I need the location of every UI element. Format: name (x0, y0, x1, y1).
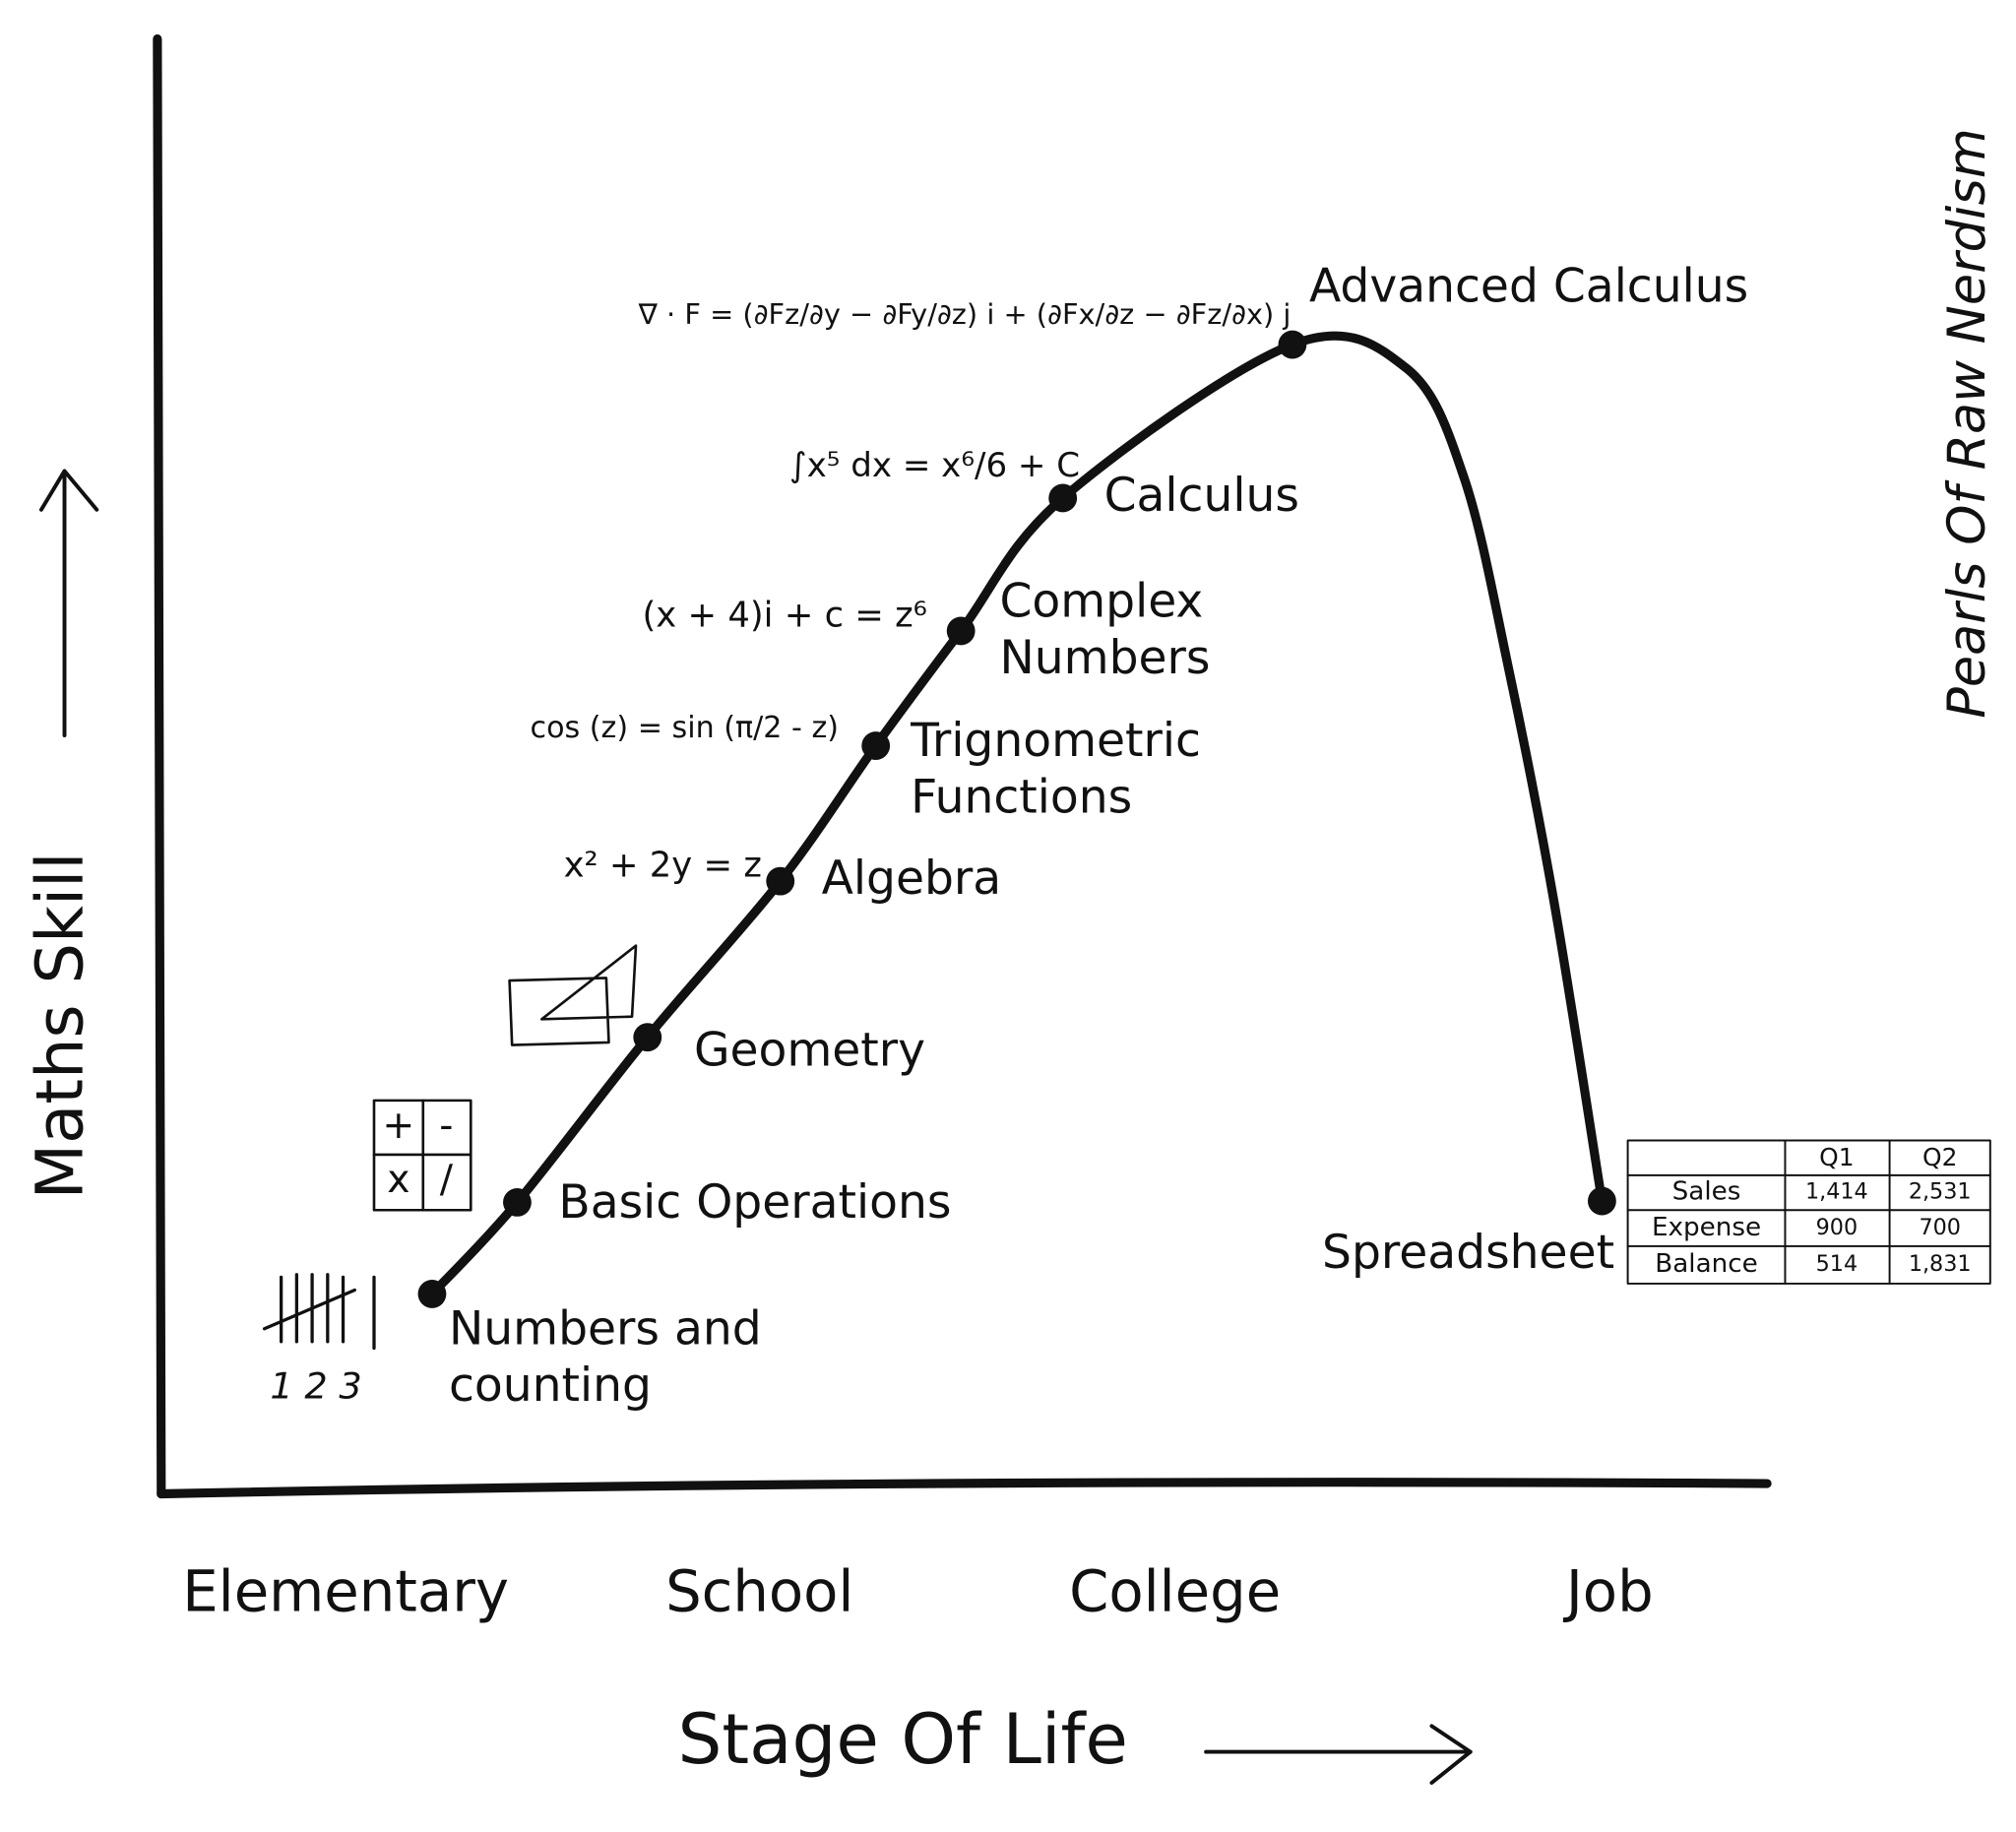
table-grid (1626, 1139, 1991, 1285)
milestone-label: Basic Operations (558, 1175, 951, 1230)
milestone-label: Complex (999, 574, 1203, 628)
table-cell: 700 (1919, 1215, 1961, 1240)
table-cell: 2,531 (1909, 1178, 1972, 1204)
milestone-dot (766, 866, 795, 896)
table-cell: 514 (1816, 1251, 1858, 1277)
formula: (x + 4)i + c = z⁶ (643, 596, 927, 636)
tally-icon (262, 1273, 376, 1351)
milestone-label: Advanced Calculus (1309, 260, 1748, 314)
table-cell: 1,414 (1805, 1178, 1868, 1204)
milestone-dot (503, 1187, 532, 1217)
stage-label: School (665, 1558, 853, 1625)
table-cell: 900 (1816, 1215, 1858, 1240)
milestone-label: Numbers and (449, 1301, 762, 1356)
milestone-dot (946, 616, 976, 646)
spreadsheet-table: Q1 Q2 Sales 1,414 2,531 Expense 900 700 Balance 5… (1626, 1139, 1991, 1285)
table-header: Q1 (1819, 1143, 1854, 1171)
milestone-dot (633, 1023, 662, 1052)
milestone-dot (1278, 330, 1307, 359)
table-row-label: Balance (1655, 1249, 1757, 1279)
formula: ∫x⁵ dx = x⁶/6 + C (789, 446, 1080, 485)
x-axis-label: Stage Of Life (677, 1698, 1128, 1780)
formula: ∇ · F = (∂Fz/∂y − ∂Fy/∂z) i + (∂Fx/∂z − … (638, 297, 1292, 331)
milestone-dot (1587, 1186, 1616, 1216)
milestone-label: Calculus (1104, 469, 1299, 523)
milestone-label: Spreadsheet (1322, 1226, 1614, 1280)
y-axis-label: Maths Skill (24, 852, 98, 1199)
formula: cos (z) = sin (π/2 - z) (531, 711, 840, 745)
watermark: Pearls Of Raw Nerdism (1937, 128, 1997, 719)
y-arrow (38, 469, 99, 738)
milestone-label: Trignometric (910, 714, 1201, 768)
milestone-dot (417, 1280, 447, 1308)
milestone-label: Algebra (822, 852, 1002, 906)
milestone-dot (1048, 483, 1078, 513)
operator: / (440, 1158, 454, 1202)
milestone-label: counting (449, 1358, 652, 1413)
formula: x² + 2y = z (564, 846, 762, 886)
table-cell: 1,831 (1909, 1251, 1972, 1277)
milestone-label: Geometry (694, 1023, 925, 1077)
operator: x (387, 1158, 410, 1202)
milestone-label: Functions (911, 771, 1132, 825)
operators-grid (372, 1099, 472, 1212)
stage-label: Job (1563, 1558, 1654, 1625)
stage-label: College (1069, 1558, 1281, 1625)
y-axis (153, 33, 166, 1499)
milestone-dot (861, 731, 891, 760)
table-row-label: Sales (1672, 1176, 1741, 1206)
x-axis (157, 1478, 1772, 1499)
table-border (1626, 1139, 1991, 1285)
operator: - (439, 1104, 453, 1148)
milestone-label: Numbers (999, 631, 1210, 685)
operator: + (382, 1104, 414, 1148)
geometry-icon (508, 944, 638, 1046)
tally-caption: 1 2 3 (270, 1365, 361, 1408)
table-header: Q2 (1922, 1143, 1957, 1171)
x-arrow (1204, 1724, 1473, 1785)
stage-label: Elementary (182, 1558, 509, 1625)
table-row-label: Expense (1652, 1213, 1761, 1242)
